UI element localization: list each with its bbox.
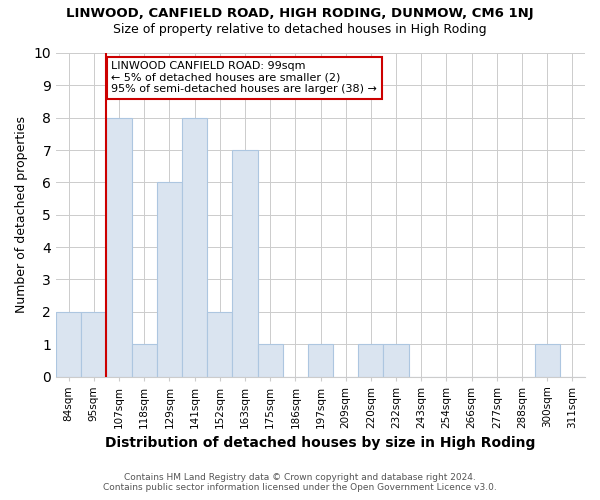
Bar	[232, 150, 257, 376]
Bar	[106, 118, 131, 376]
Bar	[131, 344, 157, 376]
Bar	[358, 344, 383, 376]
Bar	[81, 312, 106, 376]
Bar	[257, 344, 283, 376]
Bar	[56, 312, 81, 376]
Text: LINWOOD, CANFIELD ROAD, HIGH RODING, DUNMOW, CM6 1NJ: LINWOOD, CANFIELD ROAD, HIGH RODING, DUN…	[66, 8, 534, 20]
Text: Size of property relative to detached houses in High Roding: Size of property relative to detached ho…	[113, 22, 487, 36]
Text: LINWOOD CANFIELD ROAD: 99sqm
← 5% of detached houses are smaller (2)
95% of semi: LINWOOD CANFIELD ROAD: 99sqm ← 5% of det…	[112, 61, 377, 94]
Bar	[182, 118, 207, 376]
Text: Contains HM Land Registry data © Crown copyright and database right 2024.
Contai: Contains HM Land Registry data © Crown c…	[103, 473, 497, 492]
Bar	[535, 344, 560, 376]
Bar	[383, 344, 409, 376]
Y-axis label: Number of detached properties: Number of detached properties	[15, 116, 28, 314]
Bar	[157, 182, 182, 376]
X-axis label: Distribution of detached houses by size in High Roding: Distribution of detached houses by size …	[106, 436, 536, 450]
Bar	[207, 312, 232, 376]
Bar	[308, 344, 333, 376]
